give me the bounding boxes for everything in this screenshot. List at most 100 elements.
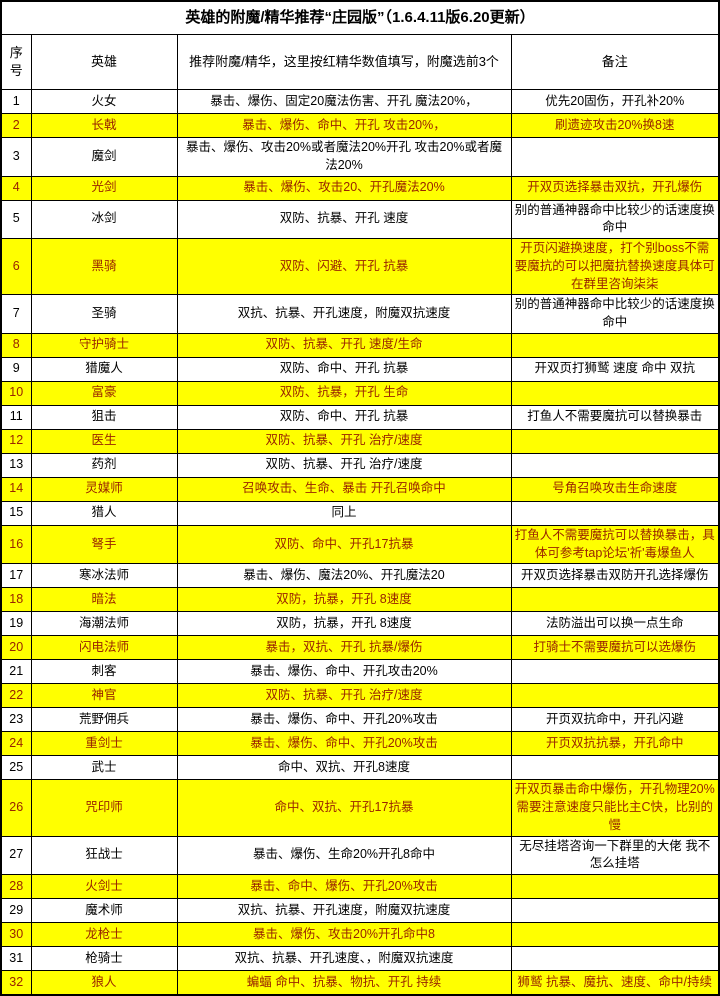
remark: 优先20固伤，开孔补20%	[510, 89, 720, 114]
hero-name: 狂战士	[30, 835, 178, 875]
row-number: 12	[0, 428, 32, 454]
remark: 开双页选择暴击双防开孔选择爆伤	[510, 563, 720, 589]
row-number: 17	[0, 563, 32, 589]
remark	[510, 755, 720, 781]
row-number: 25	[0, 755, 32, 781]
essence-recommendation: 暴击、命中、爆伤、开孔20%攻击	[176, 874, 512, 899]
hero-name: 闪电法师	[30, 635, 178, 661]
table-header-row: 序号 英雄 推荐附魔/精华，这里按红精华数值填写，附魔选前3个 备注	[0, 34, 720, 90]
remark: 开页双抗命中，开孔闪避	[510, 707, 720, 733]
table-row: 22 神官 双防、抗暴、开孔 治疗/速度	[0, 683, 720, 709]
table-body: 1 火女 暴击、爆伤、固定20魔法伤害、开孔 魔法20%， 优先20固伤，开孔补20%…	[0, 89, 720, 996]
table-row: 14 灵媒师 召唤攻击、生命、暴击 开孔召唤命中 号角召唤攻击生命速度	[0, 476, 720, 502]
hero-name: 武士	[30, 755, 178, 781]
essence-recommendation: 暴击，双抗、开孔 抗暴/爆伤	[176, 635, 512, 661]
remark	[510, 137, 720, 177]
hero-name: 龙枪士	[30, 922, 178, 947]
essence-recommendation: 命中、双抗、开孔17抗暴	[176, 779, 512, 837]
essence-recommendation: 暴击、爆伤、攻击20、开孔魔法20%	[176, 175, 512, 201]
essence-recommendation: 蝙蝠 命中、抗暴、物抗、开孔 持续	[176, 970, 512, 996]
essence-recommendation: 双防、抗暴、开孔 治疗/速度	[176, 683, 512, 709]
remark: 打鱼人不需要魔抗可以替换暴击，具体可参考tap论坛'祈'毒爆鱼人	[510, 524, 720, 565]
essence-recommendation: 暴击、爆伤、命中、开孔20%攻击	[176, 707, 512, 733]
table-row: 4 光剑 暴击、爆伤、攻击20、开孔魔法20% 开双页选择暴击双抗，开孔爆伤	[0, 175, 720, 201]
hero-name: 狙击	[30, 404, 178, 430]
row-number: 7	[0, 294, 32, 334]
remark	[510, 922, 720, 947]
column-header-essence: 推荐附魔/精华，这里按红精华数值填写，附魔选前3个	[176, 34, 512, 90]
essence-recommendation: 暴击、爆伤、固定20魔法伤害、开孔 魔法20%，	[176, 89, 512, 114]
table-row: 8 守护骑士 双防、抗暴、开孔 速度/生命	[0, 332, 720, 358]
hero-name: 魔剑	[30, 137, 178, 177]
hero-name: 药剂	[30, 452, 178, 478]
table-row: 5 冰剑 双防、抗暴、开孔 速度 别的普通神器命中比较少的话速度换命中	[0, 199, 720, 239]
table-row: 27 狂战士 暴击、爆伤、生命20%开孔8命中 无尽挂塔咨询一下群里的大佬 我不怎么挂…	[0, 835, 720, 875]
essence-recommendation: 暴击、爆伤、攻击20%开孔命中8	[176, 922, 512, 947]
title-row: 英雄的附魔/精华推荐“庄园版”（1.6.4.11版6.20更新）	[0, 0, 720, 35]
table-row: 3 魔剑 暴击、爆伤、攻击20%或者魔法20%开孔 攻击20%或者魔法20%	[0, 137, 720, 177]
remark: 开双页选择暴击双抗，开孔爆伤	[510, 175, 720, 201]
table-row: 15 猎人 同上	[0, 500, 720, 526]
hero-name: 神官	[30, 683, 178, 709]
hero-name: 咒印师	[30, 779, 178, 837]
remark: 无尽挂塔咨询一下群里的大佬 我不怎么挂塔	[510, 835, 720, 875]
row-number: 16	[0, 524, 32, 565]
essence-recommendation: 双防，抗暴，开孔 8速度	[176, 587, 512, 613]
remark: 开页双抗抗暴，开孔命中	[510, 731, 720, 757]
table-row: 19 海潮法师 双防，抗暴，开孔 8速度 法防溢出可以换一点生命	[0, 611, 720, 637]
row-number: 31	[0, 946, 32, 971]
essence-recommendation: 同上	[176, 500, 512, 526]
table-row: 30 龙枪士 暴击、爆伤、攻击20%开孔命中8	[0, 922, 720, 947]
remark: 号角召唤攻击生命速度	[510, 476, 720, 502]
hero-name: 圣骑	[30, 294, 178, 334]
essence-recommendation: 双防、命中、开孔 抗暴	[176, 404, 512, 430]
essence-recommendation: 双抗、抗暴、开孔速度，附魔双抗速度	[176, 294, 512, 334]
remark	[510, 946, 720, 971]
table-row: 21 刺客 暴击、爆伤、命中、开孔攻击20%	[0, 659, 720, 685]
row-number: 1	[0, 89, 32, 114]
row-number: 10	[0, 380, 32, 406]
remark	[510, 500, 720, 526]
hero-name: 暗法	[30, 587, 178, 613]
table-row: 26 咒印师 命中、双抗、开孔17抗暴 开双页暴击命中爆伤，开孔物理20%需要注意速度…	[0, 779, 720, 837]
hero-name: 猎人	[30, 500, 178, 526]
table-row: 6 黑骑 双防、闪避、开孔 抗暴 开页闪避换速度，打个别boss不需要魔抗的可以把魔抗…	[0, 237, 720, 296]
essence-recommendation: 双防、抗暴、开孔 速度/生命	[176, 332, 512, 358]
row-number: 22	[0, 683, 32, 709]
remark: 刷遗迹攻击20%换8速	[510, 113, 720, 138]
essence-recommendation: 双防、抗暴，开孔 生命	[176, 380, 512, 406]
essence-recommendation: 双防、闪避、开孔 抗暴	[176, 237, 512, 296]
table-row: 18 暗法 双防，抗暴，开孔 8速度	[0, 587, 720, 613]
remark	[510, 587, 720, 613]
table-row: 24 重剑士 暴击、爆伤、命中、开孔20%攻击 开页双抗抗暴，开孔命中	[0, 731, 720, 757]
hero-name: 长戟	[30, 113, 178, 138]
table-row: 16 弩手 双防、命中、开孔17抗暴 打鱼人不需要魔抗可以替换暴击，具体可参考tap论…	[0, 524, 720, 565]
table-row: 9 猎魔人 双防、命中、开孔 抗暴 开双页打狮鹫 速度 命中 双抗	[0, 356, 720, 382]
remark	[510, 428, 720, 454]
row-number: 4	[0, 175, 32, 201]
row-number: 11	[0, 404, 32, 430]
page-title: 英雄的附魔/精华推荐“庄园版”（1.6.4.11版6.20更新）	[0, 0, 720, 35]
remark	[510, 659, 720, 685]
hero-name: 冰剑	[30, 199, 178, 239]
remark: 别的普通神器命中比较少的话速度换命中	[510, 294, 720, 334]
table-row: 25 武士 命中、双抗、开孔8速度	[0, 755, 720, 781]
essence-recommendation: 双防、命中、开孔 抗暴	[176, 356, 512, 382]
remark	[510, 452, 720, 478]
essence-recommendation: 暴击、爆伤、命中、开孔 攻击20%，	[176, 113, 512, 138]
remark: 开双页暴击命中爆伤，开孔物理20%需要注意速度只能比主C快，比别的慢	[510, 779, 720, 837]
remark: 打骑士不需要魔抗可以选爆伤	[510, 635, 720, 661]
table-row: 23 荒野佣兵 暴击、爆伤、命中、开孔20%攻击 开页双抗命中，开孔闪避	[0, 707, 720, 733]
row-number: 28	[0, 874, 32, 899]
row-number: 2	[0, 113, 32, 138]
essence-recommendation: 命中、双抗、开孔8速度	[176, 755, 512, 781]
essence-recommendation: 暴击、爆伤、攻击20%或者魔法20%开孔 攻击20%或者魔法20%	[176, 137, 512, 177]
row-number: 9	[0, 356, 32, 382]
hero-name: 富豪	[30, 380, 178, 406]
table-row: 2 长戟 暴击、爆伤、命中、开孔 攻击20%， 刷遗迹攻击20%换8速	[0, 113, 720, 138]
remark	[510, 380, 720, 406]
row-number: 15	[0, 500, 32, 526]
column-header-remark: 备注	[510, 34, 720, 90]
remark: 开双页打狮鹫 速度 命中 双抗	[510, 356, 720, 382]
